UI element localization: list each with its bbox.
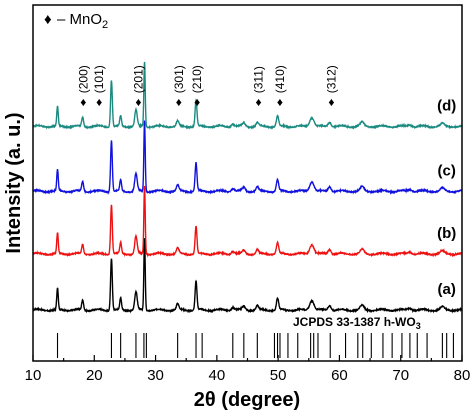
series-label: (c) xyxy=(438,162,456,179)
x-axis: 10 20 30 40 50 60 70 80 xyxy=(25,355,471,384)
series-line-3 xyxy=(32,120,463,196)
x-tick-label: 80 xyxy=(454,367,471,384)
peak-marker: ♦ xyxy=(277,95,283,109)
x-tick-label: 10 xyxy=(25,367,42,384)
series-line-4 xyxy=(32,61,463,131)
legend-subscript: 2 xyxy=(102,19,108,31)
legend: ♦ – MnO2 xyxy=(44,11,108,31)
peak-hkl-label: (410) xyxy=(273,65,287,93)
x-axis-title: 2θ (degree) xyxy=(194,389,300,411)
x-tick-label: 50 xyxy=(270,367,287,384)
reference-pattern xyxy=(56,333,454,358)
peak-marker: ♦ xyxy=(194,95,200,109)
reference-label-subscript: 3 xyxy=(416,321,421,331)
series-label: (d) xyxy=(437,98,456,115)
legend-text: – MnO xyxy=(57,11,102,28)
x-tick-label: 40 xyxy=(209,367,226,384)
peak-hkl-label: (311) xyxy=(252,66,266,93)
series-label: (b) xyxy=(437,225,456,242)
legend-label: – MnO2 xyxy=(57,11,108,31)
x-tick-label: 60 xyxy=(331,367,348,384)
x-tick-label: 30 xyxy=(147,367,164,384)
peak-hkl-label: (201) xyxy=(131,65,145,93)
peak-marker: ♦ xyxy=(135,95,141,109)
peak-marker: ♦ xyxy=(328,95,334,109)
legend-marker: ♦ xyxy=(44,11,52,28)
peak-marker: ♦ xyxy=(80,95,86,109)
y-axis-title: Intensity (a. u.) xyxy=(3,112,25,253)
peak-annotations: ♦ (200) ♦ (101) ♦ (201) ♦ (301) ♦ (210) ♦ (311) ♦ (41… xyxy=(76,65,338,109)
peak-marker: ♦ xyxy=(96,95,102,109)
series-label: (a) xyxy=(438,281,456,298)
series-layer: (a) (b) (c) (d) xyxy=(32,61,463,314)
x-tick-label: 70 xyxy=(392,367,409,384)
x-tick-label: 20 xyxy=(86,367,103,384)
peak-hkl-label: (210) xyxy=(190,65,204,93)
peak-marker: ♦ xyxy=(255,95,261,109)
reference-label: JCPDS 33-1387 h-WO3 xyxy=(293,315,421,331)
series-line-2 xyxy=(32,185,463,258)
series-line-1 xyxy=(32,238,463,314)
peak-hkl-label: (301) xyxy=(172,65,186,93)
peak-hkl-label: (101) xyxy=(92,65,106,93)
peak-hkl-label: (312) xyxy=(324,65,338,93)
plot-background xyxy=(33,5,462,361)
reference-label-text: JCPDS 33-1387 h-WO xyxy=(293,315,416,329)
peak-marker: ♦ xyxy=(176,95,182,109)
peak-hkl-label: (200) xyxy=(76,65,90,93)
